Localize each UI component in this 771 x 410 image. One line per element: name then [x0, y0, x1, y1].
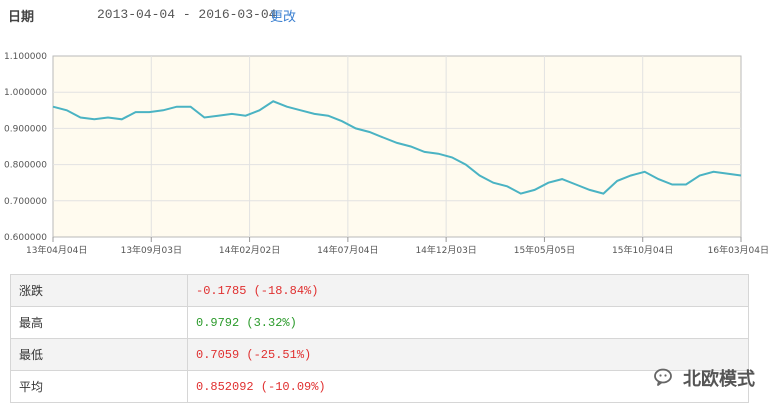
watermark: 北欧模式 [653, 364, 755, 392]
stats-row-average: 平均 0.852092 (-10.09%) [10, 370, 749, 403]
stats-value: 0.9792 (3.32%) [187, 306, 749, 339]
x-tick-label: 14年12月03日 [415, 244, 476, 256]
y-tick-label: 0.900000 [4, 124, 47, 134]
date-label: 日期 [8, 10, 35, 25]
y-tick-label: 1.100000 [4, 52, 47, 62]
x-tick-label: 13年04月04日 [26, 244, 87, 256]
stats-row-high: 最高 0.9792 (3.32%) [10, 306, 749, 339]
y-tick-label: 0.700000 [4, 197, 47, 207]
grid-lines [53, 56, 741, 237]
change-date-link[interactable]: 更改 [270, 10, 297, 25]
stats-value: -0.1785 (-18.84%) [187, 274, 749, 307]
watermark-text: 北欧模式 [683, 369, 755, 390]
stats-row-low: 最低 0.7059 (-25.51%) [10, 338, 749, 371]
y-tick-label: 1.000000 [4, 88, 47, 98]
stats-label: 最高 [10, 306, 188, 339]
y-axis-ticks: 0.600000 0.700000 0.800000 0.900000 1.000000… [4, 52, 47, 243]
price-line-chart: 0.600000 0.700000 0.800000 0.900000 1.000000… [4, 52, 769, 256]
stats-label: 涨跌 [10, 274, 188, 307]
stats-row-change: 涨跌 -0.1785 (-18.84%) [10, 274, 749, 307]
x-tick-label: 14年07月04日 [317, 244, 378, 256]
y-tick-label: 0.600000 [4, 233, 47, 243]
wechat-icon [654, 368, 672, 386]
stats-table: 涨跌 -0.1785 (-18.84%) 最高 0.9792 (3.32%) 最… [10, 274, 749, 403]
x-tick-label: 15年10月04日 [612, 244, 673, 256]
series-line [52, 100, 742, 195]
x-tick-label: 16年03月04日 [708, 244, 769, 256]
plot-background [52, 55, 742, 238]
x-tick-label: 13年09月03日 [121, 244, 182, 256]
stats-value: 0.7059 (-25.51%) [187, 338, 749, 371]
stats-label: 平均 [10, 370, 188, 403]
x-axis-ticks: 13年04月04日 13年09月03日 14年02月02日 14年07月04日 14年1… [26, 237, 769, 256]
y-tick-label: 0.800000 [4, 161, 47, 171]
x-tick-label: 14年02月02日 [219, 244, 280, 256]
x-tick-label: 15年05月05日 [514, 244, 575, 256]
stats-label: 最低 [10, 338, 188, 371]
date-range: 2013-04-04 - 2016-03-04 [97, 7, 277, 22]
